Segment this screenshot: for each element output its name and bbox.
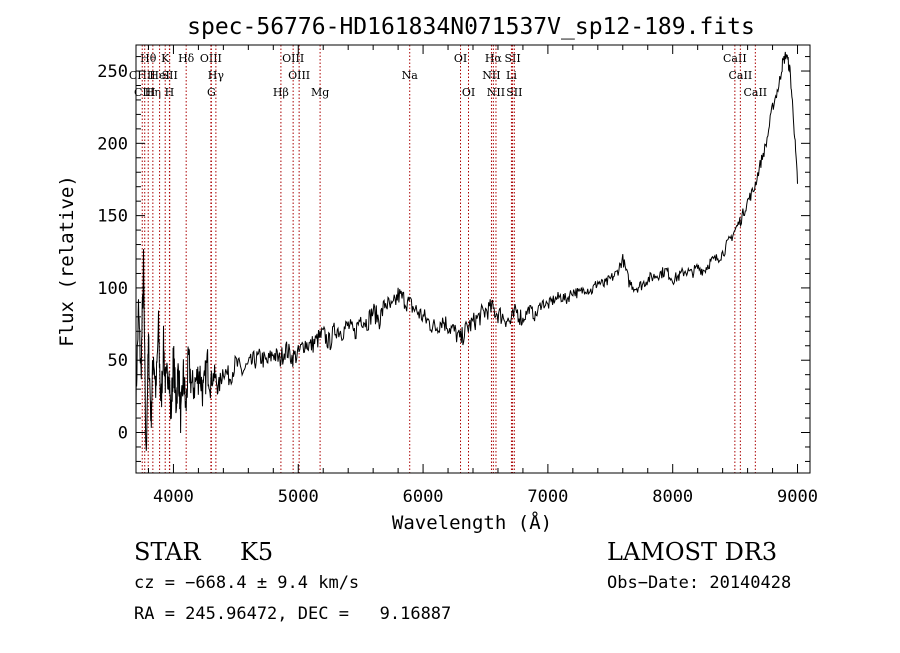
x-tick-label: 4000 — [153, 487, 194, 507]
spectral-line-label-25: CaII — [723, 52, 747, 65]
spectral-line-label-10: Hγ — [208, 69, 225, 82]
x-axis-label: Wavelength (Å) — [392, 511, 552, 534]
spectral-line-label-5: K — [161, 52, 170, 65]
spectral-line-label-9: OIII — [200, 52, 222, 65]
x-tick-label: 7000 — [527, 487, 568, 507]
spectral-line-label-6: SII — [162, 69, 178, 82]
y-tick-label: 200 — [97, 134, 128, 154]
x-axis: 4000 5000 6000 7000 8000 9000 — [147, 45, 818, 507]
observation-date: Obs−Date: 20140428 — [607, 573, 792, 593]
y-tick-label: 0 — [118, 424, 128, 444]
y-tick-label: 150 — [97, 207, 128, 227]
spectral-line-label-0: Hθ — [140, 52, 157, 65]
chart-title: spec-56776-HD161834N071537V_sp12-189.fit… — [187, 14, 755, 40]
spectral-line-label-8: Hδ — [178, 52, 195, 65]
spectral-line-label-4: HeI — [149, 69, 169, 82]
y-axis: 0 50 100 150 200 250 — [97, 56, 810, 462]
spectral-line-label-27: CaII — [743, 86, 767, 99]
subclass: K5 — [240, 538, 274, 566]
spectral-line-label-13: OIII — [282, 52, 304, 65]
spectral-line-label-24: SII — [506, 86, 522, 99]
x-tick-label: 8000 — [652, 487, 693, 507]
spectral-line-label-15: Mg — [311, 86, 329, 99]
y-tick-label: 100 — [97, 279, 128, 299]
survey-name: LAMOST DR3 — [607, 538, 778, 566]
x-tick-label: 9000 — [777, 487, 818, 507]
spectral-line-label-11: G — [207, 86, 216, 99]
spectral-line-label-16: Na — [402, 69, 419, 82]
y-tick-label: 250 — [97, 62, 128, 82]
spectral-line-label-12: Hβ — [273, 86, 289, 99]
y-tick-label: 50 — [108, 351, 128, 371]
x-tick-label: 6000 — [403, 487, 444, 507]
spectral-line-label-20: NII — [482, 69, 500, 82]
object-class: STAR — [134, 538, 201, 566]
spectral-line-label-7: H — [165, 86, 175, 99]
spectral-line-label-14: OIII — [288, 69, 310, 82]
spectral-line-label-17: OI — [454, 52, 467, 65]
spectral-line-label-18: OI — [462, 86, 475, 99]
spectral-line-label-22: SII — [504, 52, 520, 65]
spectral-line-label-23: Li — [506, 69, 517, 82]
spectral-line-label-21: NII — [487, 86, 505, 99]
spectral-line-label-26: CaII — [729, 69, 753, 82]
redshift-velocity: cz = −668.4 ± 9.4 km/s — [134, 573, 360, 593]
spectrum-line — [135, 51, 798, 451]
plot-frame — [135, 44, 811, 474]
spectral-line-label-3: Hη — [145, 86, 161, 99]
coordinates: RA = 245.96472, DEC = 9.16887 — [134, 604, 452, 624]
spectral-line-label-19: Hα — [485, 52, 503, 65]
spectral-line-label-2: CIII — [134, 86, 155, 99]
y-axis-label: Flux (relative) — [56, 175, 78, 347]
x-tick-label: 5000 — [278, 487, 319, 507]
